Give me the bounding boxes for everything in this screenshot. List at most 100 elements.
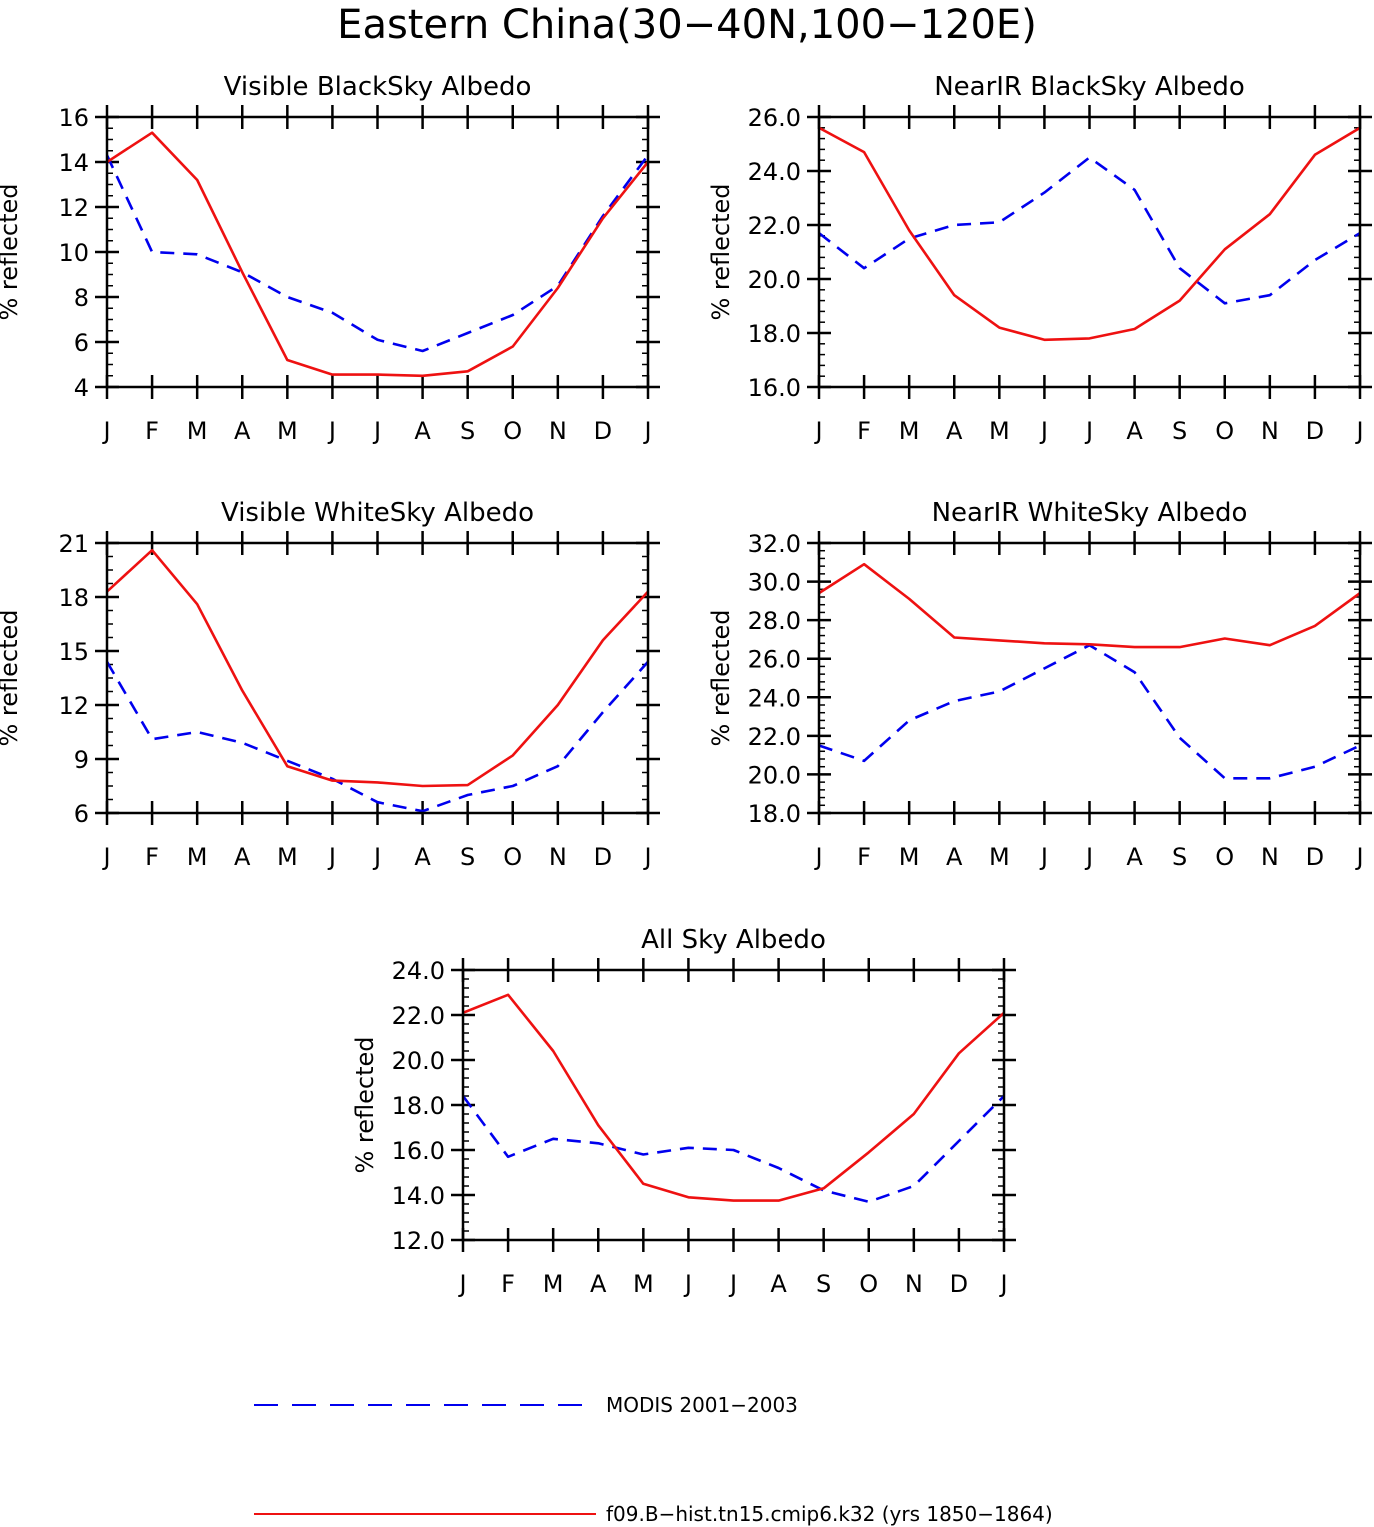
nearir-whitesky-frame xyxy=(817,541,1362,815)
all-sky-xtick-label: D xyxy=(950,1270,968,1298)
all-sky-xtick-label: M xyxy=(543,1270,564,1298)
nearir-whitesky-xtick-label: J xyxy=(813,843,822,871)
legend-label-modis: MODIS 2001−2003 xyxy=(606,1393,798,1417)
all-sky-ytick-label: 20.0 xyxy=(392,1047,445,1075)
nearir-blacksky-xtick-label: F xyxy=(857,417,871,445)
visible-blacksky-xtick-label: D xyxy=(594,417,612,445)
visible-whitesky-ytick-label: 6 xyxy=(74,800,89,828)
visible-blacksky-xtick-label: M xyxy=(187,417,208,445)
nearir-blacksky-ylabel: % reflected xyxy=(707,183,735,320)
visible-blacksky-xtick-label: O xyxy=(503,417,522,445)
nearir-blacksky-series-modis xyxy=(819,156,1360,305)
visible-whitesky-xtick-label: A xyxy=(234,843,251,871)
visible-blacksky-xtick-label: A xyxy=(414,417,431,445)
legend: MODIS 2001−2003 f09.B−hist.tn15.cmip6.k3… xyxy=(254,1393,1053,1526)
all-sky-ytick-label: 22.0 xyxy=(392,1002,445,1030)
nearir-blacksky-ytick-label: 24.0 xyxy=(748,158,801,186)
nearir-whitesky-panel: NearIR WhiteSky Albedo % reflected 18.0 20.… xyxy=(707,498,1372,871)
nearir-blacksky-xtick-label: J xyxy=(1354,417,1363,445)
nearir-blacksky-panel: NearIR BlackSky Albedo % reflected 16.0 18.… xyxy=(707,72,1372,445)
visible-blacksky-xtick-label: J xyxy=(101,417,110,445)
all-sky-series-model xyxy=(463,993,1004,1202)
all-sky-ytick-label: 12.0 xyxy=(392,1227,445,1255)
visible-blacksky-series-modis xyxy=(107,154,648,353)
visible-whitesky-xtick-label: J xyxy=(372,843,381,871)
visible-whitesky-ytick-label: 12 xyxy=(58,692,89,720)
nearir-blacksky-xtick-label: A xyxy=(946,417,963,445)
visible-blacksky-ytick-label: 8 xyxy=(74,284,89,312)
visible-whitesky-xtick-label: A xyxy=(414,843,431,871)
visible-whitesky-ytick-label: 21 xyxy=(58,530,89,558)
visible-blacksky-series-model xyxy=(107,131,648,378)
nearir-whitesky-series-modis xyxy=(819,643,1360,780)
nearir-blacksky-xtick-label: M xyxy=(989,417,1010,445)
figure-title: Eastern China(30−40N,100−120E) xyxy=(337,2,1037,48)
nearir-whitesky-ytick-label: 32.0 xyxy=(748,530,801,558)
nearir-whitesky-xtick-label: J xyxy=(1039,843,1048,871)
nearir-whitesky-ytick-label: 22.0 xyxy=(748,723,801,751)
visible-whitesky-xtick-label: F xyxy=(145,843,159,871)
visible-blacksky-ytick-label: 12 xyxy=(58,194,89,222)
visible-blacksky-xtick-label: M xyxy=(277,417,298,445)
visible-whitesky-xtick-label: S xyxy=(460,843,475,871)
nearir-whitesky-xtick-label: O xyxy=(1215,843,1234,871)
nearir-whitesky-xtick-label: N xyxy=(1261,843,1279,871)
visible-whitesky-frame xyxy=(105,541,650,815)
nearir-blacksky-ytick-label: 26.0 xyxy=(748,104,801,132)
visible-blacksky-xtick-label: N xyxy=(549,417,567,445)
visible-blacksky-ytick-label: 4 xyxy=(74,374,89,402)
visible-whitesky-panel: Visible WhiteSky Albedo % reflected 6 9 12 15… xyxy=(0,498,660,871)
nearir-blacksky-ytick-label: 22.0 xyxy=(748,212,801,240)
nearir-blacksky-xtick-label: J xyxy=(1084,417,1093,445)
nearir-whitesky-title: NearIR WhiteSky Albedo xyxy=(932,498,1248,528)
visible-whitesky-ytick-label: 18 xyxy=(58,584,89,612)
nearir-whitesky-ytick-label: 24.0 xyxy=(748,684,801,712)
visible-whitesky-xtick-label: J xyxy=(327,843,336,871)
all-sky-xtick-label: J xyxy=(683,1270,692,1298)
nearir-whitesky-xtick-label: J xyxy=(1084,843,1093,871)
all-sky-ytick-label: 24.0 xyxy=(392,957,445,985)
visible-blacksky-xtick-label: S xyxy=(460,417,475,445)
nearir-whitesky-xtick-label: A xyxy=(1126,843,1143,871)
visible-whitesky-series-model xyxy=(107,548,648,788)
nearir-blacksky-ytick-label: 18.0 xyxy=(748,320,801,348)
visible-whitesky-xtick-label: J xyxy=(642,843,651,871)
nearir-whitesky-xtick-label: D xyxy=(1306,843,1324,871)
legend-label-model: f09.B−hist.tn15.cmip6.k32 (yrs 1850−1864… xyxy=(606,1502,1053,1526)
all-sky-xtick-label: O xyxy=(859,1270,878,1298)
all-sky-xtick-label: A xyxy=(770,1270,787,1298)
nearir-blacksky-xtick-label: J xyxy=(1039,417,1048,445)
nearir-blacksky-xtick-label: A xyxy=(1126,417,1143,445)
nearir-whitesky-ytick-label: 28.0 xyxy=(748,607,801,635)
nearir-whitesky-ytick-label: 18.0 xyxy=(748,800,801,828)
nearir-whitesky-xtick-label: F xyxy=(857,843,871,871)
visible-whitesky-xtick-label: N xyxy=(549,843,567,871)
chart-panels: Visible BlackSky Albedo % reflected 4 6 8 10 1… xyxy=(0,72,1372,1298)
all-sky-ytick-label: 16.0 xyxy=(392,1137,445,1165)
visible-whitesky-xtick-label: M xyxy=(277,843,298,871)
visible-blacksky-ytick-label: 14 xyxy=(58,149,89,177)
nearir-blacksky-frame xyxy=(817,115,1362,389)
visible-whitesky-xtick-label: O xyxy=(503,843,522,871)
all-sky-xtick-label: J xyxy=(998,1270,1007,1298)
all-sky-xtick-label: N xyxy=(905,1270,923,1298)
visible-blacksky-xtick-label: J xyxy=(372,417,381,445)
nearir-whitesky-xtick-label: M xyxy=(989,843,1010,871)
all-sky-series-modis xyxy=(463,1095,1004,1204)
nearir-blacksky-xtick-label: O xyxy=(1215,417,1234,445)
visible-blacksky-ytick-label: 16 xyxy=(58,104,89,132)
nearir-blacksky-xtick-label: J xyxy=(813,417,822,445)
all-sky-xtick-label: J xyxy=(457,1270,466,1298)
all-sky-xtick-label: F xyxy=(501,1270,515,1298)
all-sky-title: All Sky Albedo xyxy=(641,925,826,955)
visible-whitesky-xtick-label: D xyxy=(594,843,612,871)
all-sky-panel: All Sky Albedo % reflected 12.0 14.0 16.0 18.… xyxy=(351,925,1016,1298)
visible-blacksky-ytick-label: 6 xyxy=(74,329,89,357)
visible-blacksky-xtick-label: J xyxy=(642,417,651,445)
all-sky-xtick-label: M xyxy=(633,1270,654,1298)
nearir-whitesky-xtick-label: A xyxy=(946,843,963,871)
nearir-whitesky-ytick-label: 26.0 xyxy=(748,646,801,674)
nearir-blacksky-xtick-label: S xyxy=(1172,417,1187,445)
visible-whitesky-title: Visible WhiteSky Albedo xyxy=(221,498,534,528)
